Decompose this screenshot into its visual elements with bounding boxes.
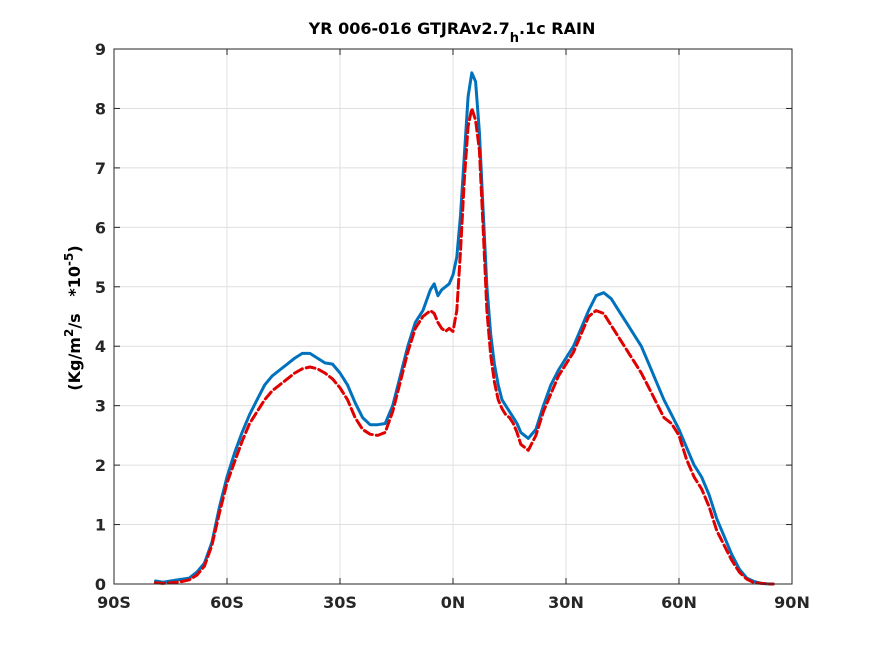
title-subscript: h <box>510 31 519 46</box>
x-tick-label: 30S <box>323 593 357 612</box>
ticks: 90S 60S 30S 0N 30N 60N 90N 0 1 2 3 4 5 6 7 8 9 <box>95 40 810 612</box>
ylabel-part3: ) <box>65 245 84 252</box>
y-tick-label: 4 <box>95 337 106 356</box>
ylabel-sup1: 2 <box>62 329 76 337</box>
x-tick-label: 60N <box>661 593 697 612</box>
x-tick-label: 60S <box>210 593 244 612</box>
series-line-2 <box>153 106 775 586</box>
y-tick-label: 5 <box>95 278 106 297</box>
y-tick-label: 9 <box>95 40 106 59</box>
y-tick-label: 3 <box>95 397 106 416</box>
x-tick-label: 90S <box>97 593 131 612</box>
title-main: YR 006-016 GTJRAv2.7 <box>308 19 510 38</box>
series-group <box>153 71 775 586</box>
y-tick-label: 1 <box>95 516 106 535</box>
ylabel-part2: /s *10 <box>65 266 84 329</box>
title-tail: .1c RAIN <box>519 19 595 38</box>
chart-title: YR 006-016 GTJRAv2.7h.1c RAIN <box>308 19 596 46</box>
ylabel-sup2: -5 <box>62 253 76 266</box>
y-axis-label: (Kg/m2/s *10-5) <box>62 245 84 390</box>
y-tick-label: 0 <box>95 575 106 594</box>
y-tick-label: 8 <box>95 99 106 118</box>
x-tick-label: 30N <box>548 593 584 612</box>
y-tick-label: 6 <box>95 218 106 237</box>
x-tick-label: 0N <box>441 593 466 612</box>
x-tick-label: 90N <box>774 593 810 612</box>
y-tick-label: 2 <box>95 456 106 475</box>
y-tick-label: 7 <box>95 159 106 178</box>
ylabel-part1: (Kg/m <box>65 337 84 391</box>
series-line-1 <box>153 71 775 586</box>
